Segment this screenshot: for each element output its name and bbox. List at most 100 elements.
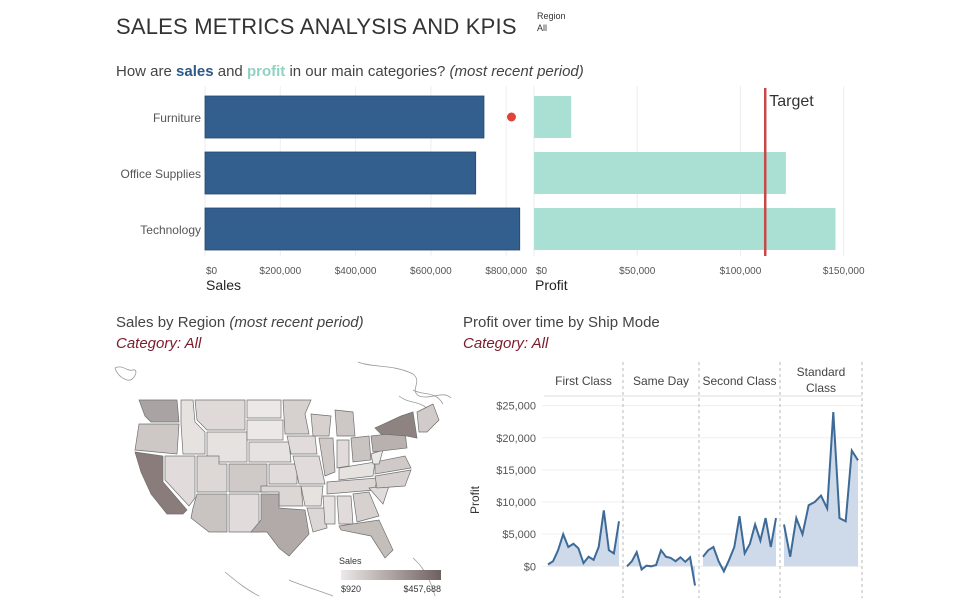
map-period-note: (most recent period)	[229, 314, 364, 331]
question-sales-word: sales	[176, 63, 214, 80]
map-legend-title: Sales	[339, 556, 362, 566]
state-arkansas	[300, 485, 324, 507]
profit-tick-label: $150,000	[823, 266, 865, 276]
state-new-york	[374, 411, 418, 439]
state-montana	[194, 399, 246, 431]
category-label-furniture: Furniture	[152, 111, 201, 125]
panel-label: Same Day	[633, 374, 689, 388]
profit-over-time-chart: Profit $0 $5,000 $10,000 $15,000 $20,000 $25,…	[468, 362, 863, 598]
profit-time-y-tick-label: $15,000	[496, 465, 536, 477]
state-new-mexico	[228, 493, 260, 533]
state-mississippi	[322, 495, 336, 525]
sales-tick-label: $200,000	[259, 266, 301, 276]
state-michigan	[334, 409, 356, 437]
profit-time-panel-same-day[interactable]: Same Day	[622, 362, 699, 598]
profit-time-y-ticks: $0 $5,000 $10,000 $15,000 $20,000 $25,000	[496, 401, 862, 573]
profit-target-line: Target	[763, 88, 814, 256]
state-florida	[338, 519, 394, 559]
profit-line[interactable]	[626, 548, 696, 586]
profit-line[interactable]	[547, 510, 620, 566]
state-wyoming	[206, 431, 248, 463]
state-indiana	[336, 439, 350, 469]
profit-line[interactable]	[702, 516, 777, 574]
question-profit-word: profit	[246, 63, 286, 80]
state-louisiana	[306, 507, 328, 533]
state-arizona	[190, 493, 228, 533]
profit-line[interactable]	[783, 412, 859, 557]
state-iowa	[286, 435, 318, 455]
state-texas	[250, 493, 310, 557]
state-wisconsin	[310, 413, 332, 437]
map-category-note: Category: All	[116, 335, 202, 352]
state-new-england	[416, 403, 440, 433]
state-idaho	[180, 399, 206, 455]
sales-alert-dot[interactable]	[506, 112, 516, 122]
dashboard-title: SALES METRICS ANALYSIS AND KPIS	[116, 14, 517, 39]
target-label: Target	[769, 93, 814, 110]
state-utah	[196, 455, 228, 493]
state-virginia	[374, 455, 412, 475]
state-ohio	[350, 435, 372, 463]
profit-time-panel-standard-class[interactable]: Standard Class	[779, 362, 863, 598]
state-kansas	[268, 463, 298, 485]
profit-time-title: Profit over time by Ship Mode	[463, 314, 660, 331]
state-oregon	[134, 423, 180, 455]
category-label-office-supplies: Office Supplies	[120, 167, 202, 181]
state-nevada	[164, 455, 196, 507]
profit-time-panels[interactable]: First Class Same Day Second Class Standard C…	[544, 362, 863, 598]
panel-label: Standard	[797, 365, 846, 379]
sales-bar-chart: $0 $200,000 $400,000 $600,000 $800,000	[204, 86, 527, 276]
profit-area	[784, 412, 858, 567]
sales-bar-furniture[interactable]	[204, 95, 485, 139]
category-question: How are sales and profit in our main cat…	[116, 63, 584, 80]
state-georgia	[352, 491, 380, 523]
panel-label: Second Class	[702, 374, 776, 388]
map-legend-max-label: $457,688	[403, 584, 441, 594]
region-filter[interactable]: Region All	[537, 10, 566, 34]
state-illinois	[318, 437, 336, 477]
question-prefix: How are	[116, 63, 177, 80]
sales-tick-labels: $0 $200,000 $400,000 $600,000 $800,000	[206, 266, 527, 276]
sales-tick-label: $600,000	[410, 266, 452, 276]
state-missouri	[292, 455, 326, 485]
category-label-technology: Technology	[140, 223, 201, 237]
panel-label: First Class	[555, 374, 612, 388]
profit-bar-chart: Target $0 $50,000 $100,000 $150,000	[533, 86, 865, 276]
sales-bars[interactable]	[204, 95, 521, 251]
state-kentucky	[338, 461, 376, 481]
profit-time-y-tick-label: $10,000	[496, 497, 536, 509]
state-california	[134, 451, 188, 515]
profit-time-panel-second-class[interactable]: Second Class	[698, 362, 780, 598]
sales-bar-office-supplies[interactable]	[204, 151, 477, 195]
profit-area	[703, 516, 776, 572]
sales-tick-label: $400,000	[335, 266, 377, 276]
question-suffix: in our main categories?	[285, 63, 450, 80]
profit-time-y-tick-label: $20,000	[496, 433, 536, 445]
profit-time-panel-first-class[interactable]: First Class	[544, 374, 623, 567]
state-north-dakota	[246, 399, 282, 419]
state-south-dakota	[246, 419, 284, 441]
panel-label: Class	[806, 381, 836, 395]
profit-bar-office-supplies[interactable]	[534, 152, 786, 194]
sales-tick-label: $800,000	[485, 266, 527, 276]
profit-tick-label: $100,000	[720, 266, 762, 276]
profit-bar-technology[interactable]	[534, 208, 836, 250]
sales-bar-technology[interactable]	[204, 207, 521, 251]
us-sales-map[interactable]: Sales $920 $457,688	[113, 360, 455, 598]
profit-bar-furniture[interactable]	[534, 96, 572, 138]
profit-axis-title: Profit	[535, 277, 568, 293]
profit-time-y-tick-label: $0	[524, 561, 536, 573]
profit-tick-label: $50,000	[619, 266, 656, 276]
profit-tick-label: $0	[536, 266, 548, 276]
sales-axis-title: Sales	[206, 277, 242, 293]
sales-tick-label: $0	[206, 266, 218, 276]
profit-bars[interactable]	[534, 96, 836, 250]
profit-time-y-axis-title: Profit	[468, 485, 482, 514]
state-north-carolina	[374, 469, 412, 489]
profit-time-y-tick-label: $5,000	[502, 529, 536, 541]
region-filter-value[interactable]: All	[537, 23, 548, 33]
profit-time-y-tick-label: $25,000	[496, 401, 536, 413]
profit-area	[627, 550, 695, 586]
map-states[interactable]	[134, 399, 440, 559]
state-washington	[138, 399, 180, 423]
